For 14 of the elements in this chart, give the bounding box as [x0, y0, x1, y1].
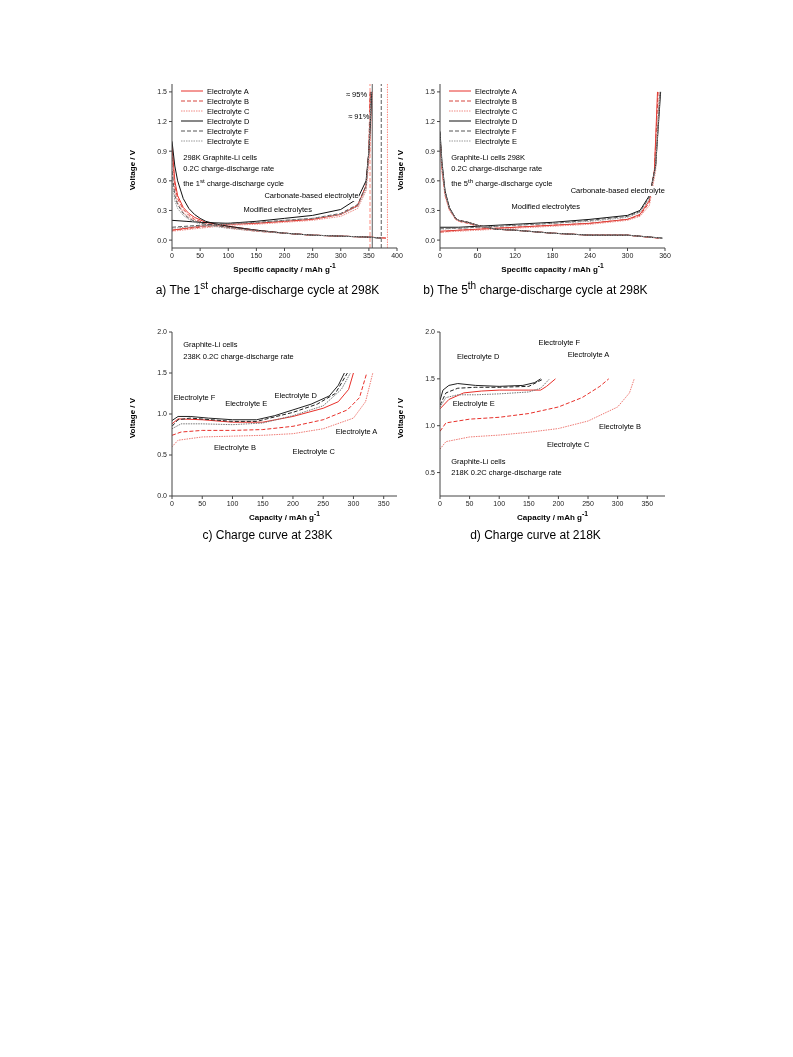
x-axis-title: Capacity / mAh g$^{-1}$ — [517, 510, 588, 522]
text: a) The 1$^{st}$ charge-discharge cycle at 298K — [155, 280, 380, 297]
line-series — [440, 378, 635, 450]
line-series — [172, 372, 368, 436]
x-axis-title: Specific capacity / mAh g$^{-1}$ — [233, 262, 336, 274]
x-axis-title: Specific capacity / mAh g$^{-1}$ — [501, 262, 604, 274]
y-axis-title: Voltage / V — [128, 149, 138, 191]
text: c) Charge curve at 238K — [202, 528, 333, 542]
y-axis-title: Voltage / V — [396, 397, 406, 439]
y-axis-title: Voltage / V — [128, 397, 138, 439]
text: d) Charge curve at 218K — [470, 528, 601, 542]
x-axis-title: Capacity / mAh g$^{-1}$ — [249, 510, 320, 522]
text: b) The 5$^{th}$ charge-discharge cycle at 298K — [423, 280, 648, 297]
y-axis-title: Voltage / V — [396, 149, 406, 191]
